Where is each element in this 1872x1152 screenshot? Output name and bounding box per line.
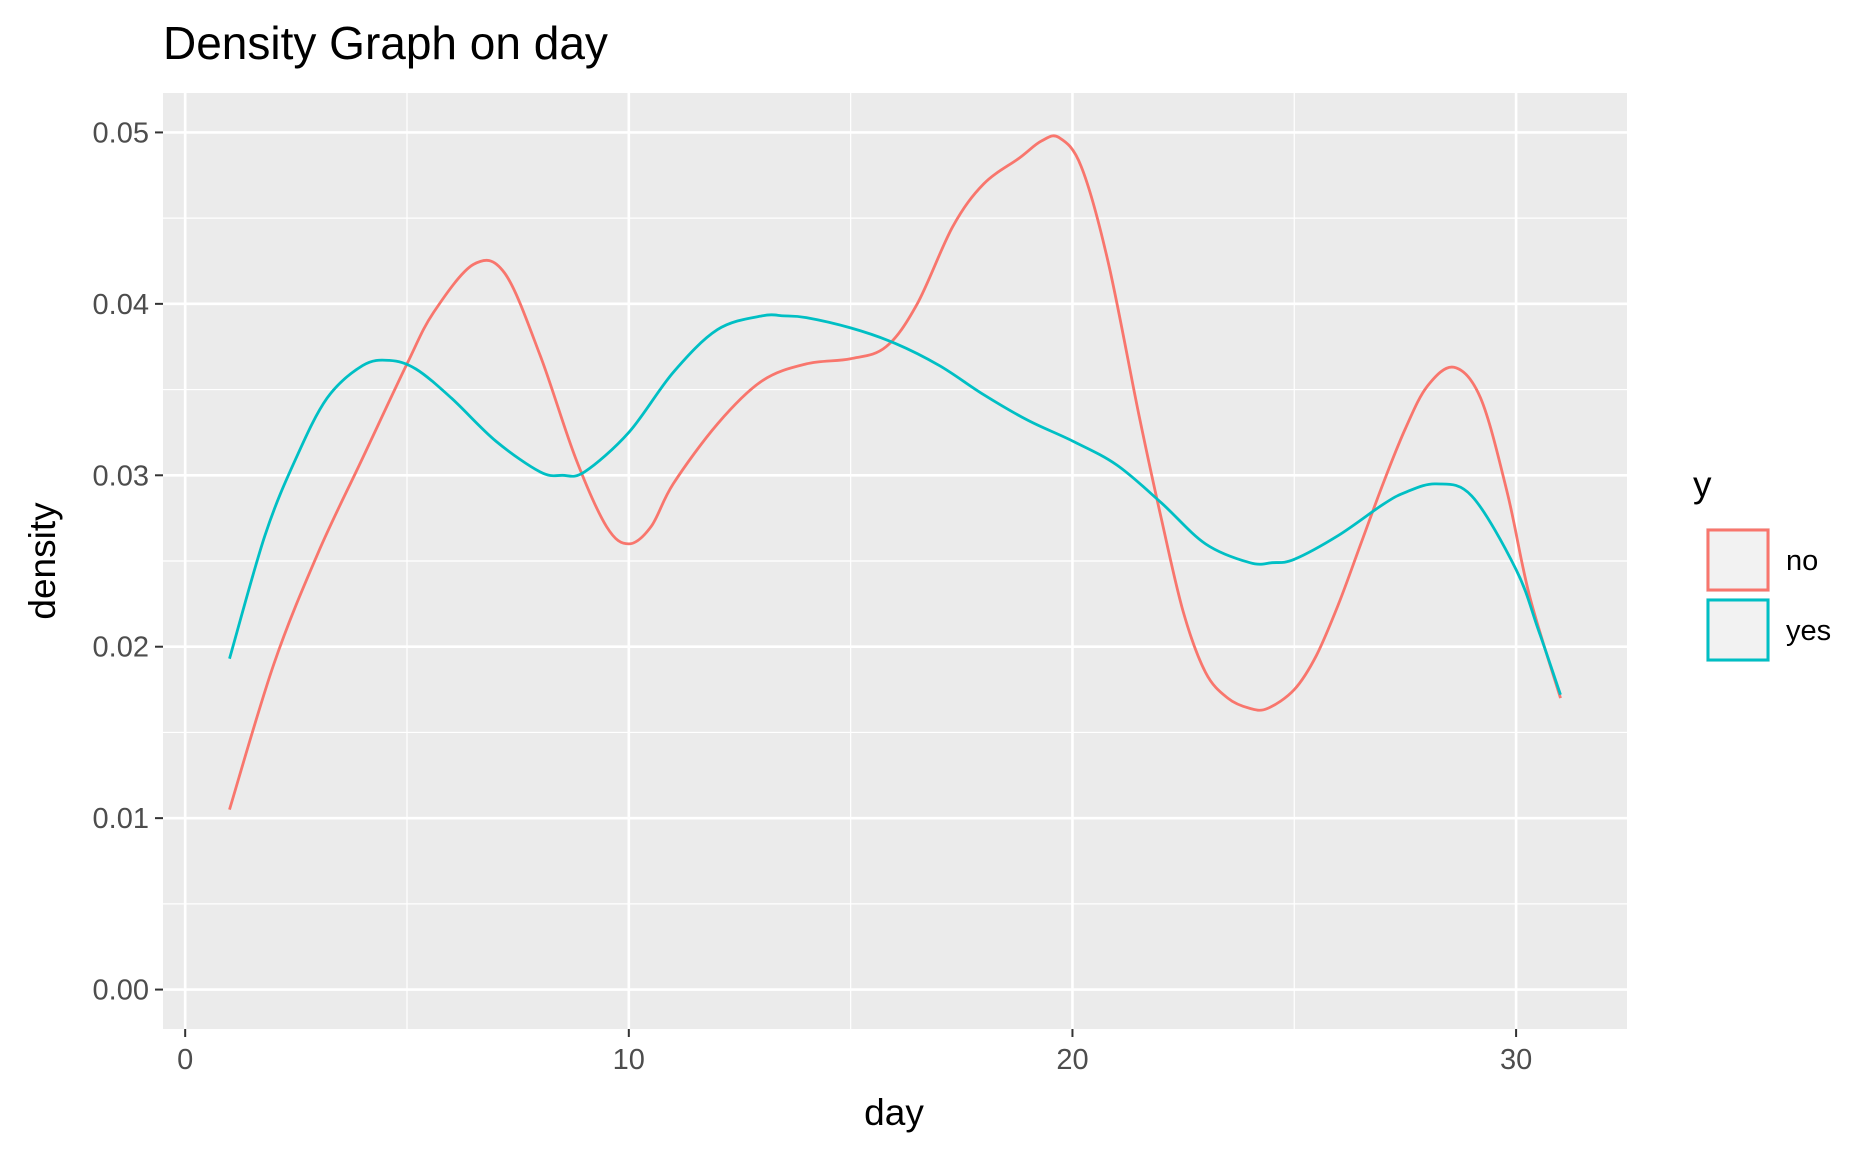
y-axis: 0.00 0.01 0.02 0.03 0.04 0.05	[93, 117, 163, 1007]
y-tick-label: 0.01	[93, 803, 149, 835]
legend-swatch-no	[1706, 528, 1770, 592]
y-axis-title: density	[22, 502, 63, 620]
grid-minor	[163, 93, 1627, 1029]
legend-title: y	[1693, 464, 1712, 505]
x-tick-label: 0	[177, 1044, 193, 1076]
legend-swatch-yes	[1706, 598, 1770, 662]
legend-label-no: no	[1786, 545, 1818, 577]
y-tick-label: 0.04	[93, 289, 149, 321]
x-axis: 0 10 20 30	[177, 1029, 1532, 1076]
y-tick-label: 0.02	[93, 632, 149, 664]
x-tick-label: 30	[1500, 1044, 1532, 1076]
chart-title: Density Graph on day	[163, 17, 608, 69]
y-tick-label: 0.00	[93, 975, 149, 1007]
legend-key-yes	[1706, 598, 1770, 662]
y-tick-label: 0.05	[93, 117, 149, 149]
x-tick-label: 20	[1056, 1044, 1088, 1076]
series-line-yes	[228, 313, 1562, 696]
legend-key-no	[1706, 528, 1770, 592]
series-line-no	[228, 134, 1562, 811]
y-tick-label: 0.03	[93, 460, 149, 492]
x-tick-label: 10	[613, 1044, 645, 1076]
legend-label-yes: yes	[1786, 615, 1831, 647]
x-axis-title: day	[864, 1092, 924, 1133]
legend: y no yes	[1693, 464, 1831, 662]
series-layer	[228, 134, 1562, 811]
grid-major	[163, 93, 1627, 1029]
